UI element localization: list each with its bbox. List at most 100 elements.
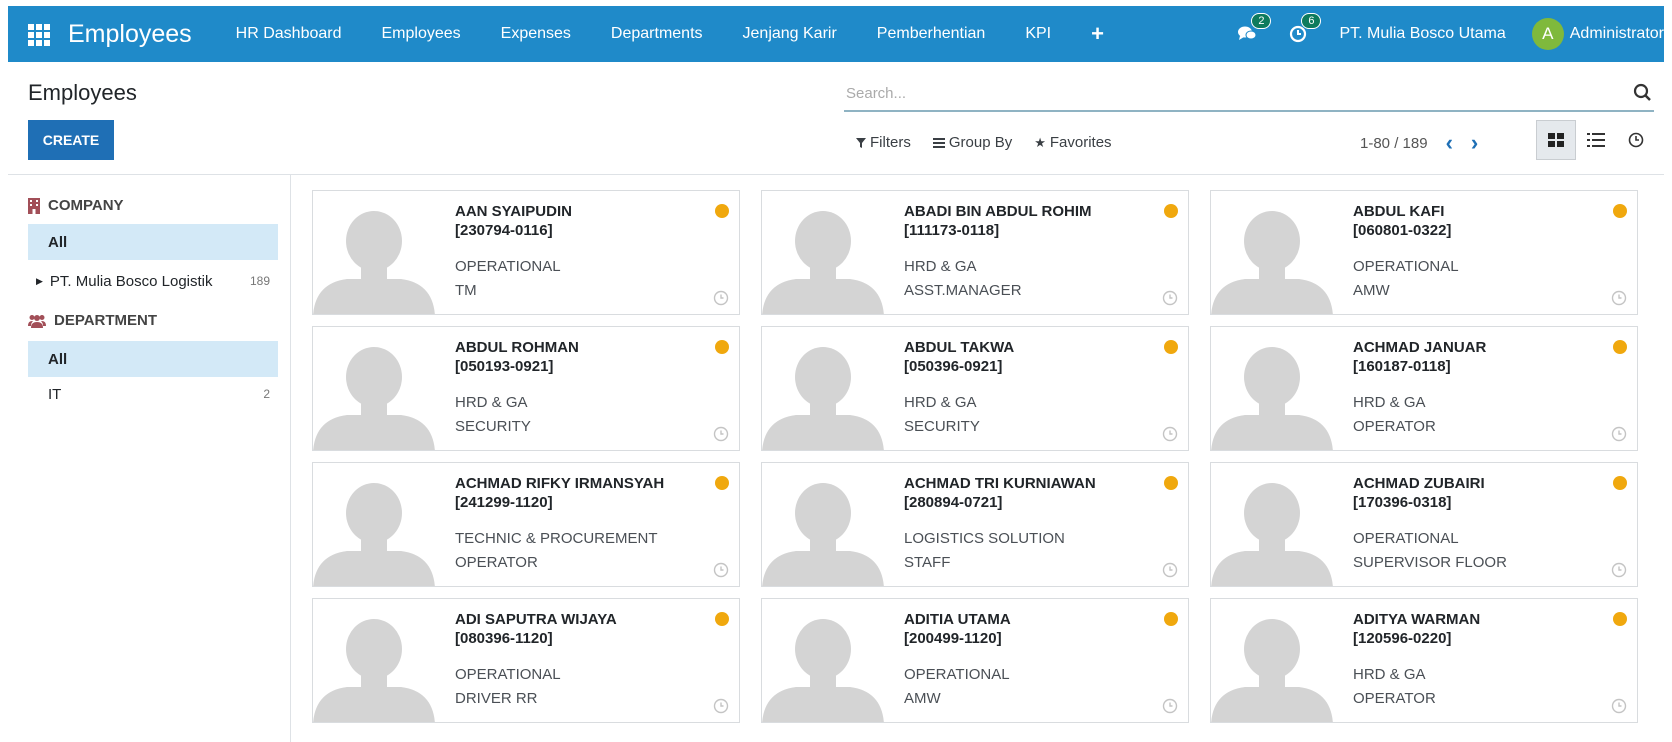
users-icon bbox=[28, 314, 46, 328]
kanban-icon bbox=[1548, 133, 1564, 147]
kanban-view-button[interactable] bbox=[1536, 120, 1576, 160]
employee-card[interactable]: AAN SYAIPUDIN [230794-0116] OPERATIONAL TM bbox=[312, 190, 740, 315]
pager-value[interactable]: 1-80 / 189 bbox=[1360, 134, 1428, 152]
menu-item-departments[interactable]: Departments bbox=[610, 25, 703, 42]
employee-card[interactable]: ABDUL ROHMAN [050193-0921] HRD & GA SECURIT… bbox=[312, 326, 740, 451]
employee-name: ADITIA UTAMA bbox=[904, 611, 1011, 628]
employee-department: OPERATIONAL bbox=[455, 258, 561, 275]
employee-department: OPERATIONAL bbox=[1353, 530, 1459, 547]
employee-department: HRD & GA bbox=[904, 258, 977, 275]
search-icon[interactable] bbox=[1632, 82, 1654, 104]
employee-code: [230794-0116] bbox=[455, 222, 553, 239]
employee-photo bbox=[762, 191, 884, 314]
employee-photo bbox=[313, 599, 435, 722]
menu-item-expenses[interactable]: Expenses bbox=[500, 25, 571, 42]
clock-icon[interactable] bbox=[713, 562, 729, 578]
search-bar bbox=[844, 76, 1654, 112]
activity-view-button[interactable] bbox=[1616, 120, 1656, 160]
employee-photo bbox=[1211, 599, 1333, 722]
employee-name: ACHMAD TRI KURNIAWAN bbox=[904, 475, 1096, 492]
clock-icon[interactable] bbox=[1162, 426, 1178, 442]
employee-name: ACHMAD RIFKY IRMANSYAH bbox=[455, 475, 665, 492]
employee-name: ADI SAPUTRA WIJAYA bbox=[455, 611, 617, 628]
employee-department: LOGISTICS SOLUTION bbox=[904, 530, 1065, 547]
employee-job: SUPERVISOR FLOOR bbox=[1353, 554, 1507, 571]
employee-code: [200499-1120] bbox=[904, 630, 1002, 647]
clock-icon[interactable] bbox=[713, 426, 729, 442]
clock-icon[interactable] bbox=[1162, 698, 1178, 714]
activities-button[interactable]: 6 bbox=[1273, 13, 1323, 43]
presence-status-dot bbox=[1613, 612, 1627, 626]
menu-item-hr-dashboard[interactable]: HR Dashboard bbox=[235, 25, 342, 42]
company-count: 189 bbox=[249, 274, 270, 288]
activities-badge: 6 bbox=[1301, 13, 1322, 29]
user-menu[interactable]: A Administrator bbox=[1522, 18, 1664, 50]
next-page-icon[interactable]: › bbox=[1470, 130, 1479, 155]
chat-icon bbox=[1238, 26, 1257, 40]
search-options: Filters Group By ★ Favorites bbox=[856, 134, 1112, 151]
employee-code: [060801-0322] bbox=[1353, 222, 1452, 239]
page-title: Employees bbox=[28, 80, 137, 105]
employee-job: DRIVER RR bbox=[455, 690, 538, 707]
clock-icon[interactable] bbox=[1611, 698, 1627, 714]
clock-icon[interactable] bbox=[1611, 290, 1627, 306]
list-view-button[interactable] bbox=[1576, 120, 1616, 160]
employee-job: AMW bbox=[904, 690, 941, 707]
employee-photo bbox=[313, 463, 435, 586]
company-filter-item[interactable]: ▶ PT. Mulia Bosco Logistik 189 bbox=[36, 272, 270, 290]
menu-item-jenjang-karir[interactable]: Jenjang Karir bbox=[742, 25, 837, 42]
employee-card[interactable]: ADI SAPUTRA WIJAYA [080396-1120] OPERATION… bbox=[312, 598, 740, 723]
clock-icon[interactable] bbox=[1611, 426, 1627, 442]
clock-icon[interactable] bbox=[713, 290, 729, 306]
app-brand[interactable]: Employees bbox=[68, 19, 192, 48]
create-button[interactable]: CREATE bbox=[28, 120, 114, 160]
employee-department: OPERATIONAL bbox=[455, 666, 561, 683]
apps-menu-icon[interactable] bbox=[28, 24, 52, 46]
menu-item-kpi[interactable]: KPI bbox=[1025, 25, 1052, 42]
employee-department: HRD & GA bbox=[1353, 666, 1426, 683]
main-menu: HR Dashboard Employees Expenses Departme… bbox=[216, 6, 1116, 62]
menu-item-employees[interactable]: Employees bbox=[381, 25, 461, 42]
employee-job: AMW bbox=[1353, 282, 1390, 299]
company-switcher[interactable]: PT. Mulia Bosco Utama bbox=[1339, 25, 1506, 42]
employee-card[interactable]: ABADI BIN ABDUL ROHIM [111173-0118] HRD & … bbox=[761, 190, 1189, 315]
employee-card[interactable]: ACHMAD JANUAR [160187-0118] HRD & GA OPERAT… bbox=[1210, 326, 1638, 451]
employee-card[interactable]: ABDUL KAFI [060801-0322] OPERATIONAL AMW bbox=[1210, 190, 1638, 315]
employee-card[interactable]: ACHMAD ZUBAIRI [170396-0318] OPERATIONAL SU… bbox=[1210, 462, 1638, 587]
employee-name: ACHMAD ZUBAIRI bbox=[1353, 475, 1485, 492]
clock-icon[interactable] bbox=[1162, 562, 1178, 578]
department-filter-item[interactable]: IT 2 bbox=[48, 385, 270, 403]
clock-icon[interactable] bbox=[713, 698, 729, 714]
previous-page-icon[interactable]: ‹ bbox=[1445, 130, 1453, 155]
employee-card[interactable]: ADITYA WARMAN [120596-0220] HRD & GA OPERAT… bbox=[1210, 598, 1638, 723]
presence-status-dot bbox=[1613, 340, 1627, 354]
search-input[interactable] bbox=[844, 83, 1632, 103]
menu-item-pemberhentian[interactable]: Pemberhentian bbox=[876, 25, 986, 42]
employee-job: ASST.MANAGER bbox=[904, 282, 1022, 299]
employee-card[interactable]: ACHMAD TRI KURNIAWAN [280894-0721] LOGISTI… bbox=[761, 462, 1189, 587]
messages-button[interactable]: 2 bbox=[1221, 13, 1273, 43]
filters-button[interactable]: Filters bbox=[856, 134, 911, 151]
clock-icon[interactable] bbox=[1611, 562, 1627, 578]
clock-icon bbox=[1290, 25, 1307, 43]
company-section-header: COMPANY bbox=[28, 197, 290, 214]
company-filter-all[interactable]: All bbox=[28, 224, 278, 260]
presence-status-dot bbox=[715, 340, 729, 354]
employee-card[interactable]: ABDUL TAKWA [050396-0921] HRD & GA SECURITY bbox=[761, 326, 1189, 451]
presence-status-dot bbox=[715, 204, 729, 218]
group-by-button[interactable]: Group By bbox=[932, 134, 1012, 151]
caret-right-icon[interactable]: ▶ bbox=[36, 275, 43, 286]
department-filter-all[interactable]: All bbox=[28, 341, 278, 377]
employee-card[interactable]: ADITIA UTAMA [200499-1120] OPERATIONAL AMW bbox=[761, 598, 1189, 723]
employee-name: ABDUL TAKWA bbox=[904, 339, 1015, 356]
employee-code: [120596-0220] bbox=[1353, 630, 1452, 647]
employee-code: [241299-1120] bbox=[455, 494, 553, 511]
plus-icon[interactable]: + bbox=[1091, 21, 1104, 46]
employee-card[interactable]: ACHMAD RIFKY IRMANSYAH [241299-1120] TECHN… bbox=[312, 462, 740, 587]
presence-status-dot bbox=[715, 612, 729, 626]
clock-icon[interactable] bbox=[1162, 290, 1178, 306]
favorites-button[interactable]: ★ Favorites bbox=[1034, 134, 1112, 151]
presence-status-dot bbox=[1613, 476, 1627, 490]
clock-icon bbox=[1628, 132, 1644, 148]
employee-job: TM bbox=[455, 282, 477, 299]
